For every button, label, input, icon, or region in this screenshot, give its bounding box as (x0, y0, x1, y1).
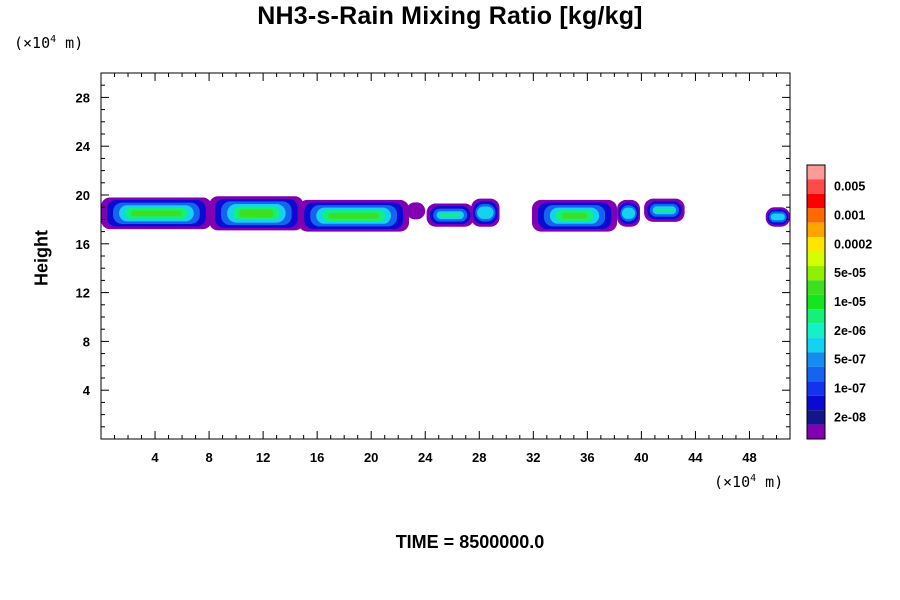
x-tick-label: 32 (526, 450, 540, 465)
colorbar-swatch (807, 395, 825, 411)
x-tick-label: 48 (742, 450, 756, 465)
field-region (531, 199, 618, 232)
colorbar-swatch (807, 424, 825, 439)
colorbar-swatch (807, 222, 825, 238)
colorbar-swatch (807, 338, 825, 353)
colorbar-label: 1e-07 (834, 382, 866, 396)
field-region (617, 199, 641, 227)
colorbar-swatch (807, 251, 825, 266)
time-label: TIME = 8500000.0 (395, 532, 545, 552)
x-tick-label: 44 (688, 450, 703, 465)
colorbar-swatch (807, 280, 825, 295)
x-tick-label: 8 (205, 450, 212, 465)
field-contour-level (439, 213, 461, 217)
field-region (298, 199, 410, 232)
x-tick-label: 36 (580, 450, 594, 465)
colorbar-frame (806, 164, 826, 440)
y-tick-label: 24 (76, 139, 91, 154)
x-tick-label: 4 (151, 450, 159, 465)
colorbar-label: 5e-05 (834, 266, 866, 280)
colorbar-swatch (807, 237, 825, 252)
field-region (765, 207, 790, 227)
colorbar-label: 2e-06 (834, 324, 866, 338)
colorbar-label: 0.0002 (834, 237, 872, 251)
x-tick-label: 20 (364, 450, 378, 465)
colorbar-swatch (807, 294, 825, 310)
field-region (406, 202, 426, 220)
field-region (101, 197, 212, 230)
colorbar-swatch (807, 265, 825, 281)
colorbar-swatch (807, 352, 825, 367)
colorbar-label: 0.005 (834, 180, 865, 194)
colorbar-swatch (807, 381, 825, 396)
colorbar-label: 1e-05 (834, 295, 866, 309)
field-region (471, 198, 500, 227)
field-contour-level (655, 208, 674, 212)
colorbar-swatch (807, 410, 825, 425)
field-region (209, 196, 304, 231)
y-tick-label: 12 (76, 286, 90, 301)
field-contour-level (621, 207, 636, 219)
x-tick-label: 28 (472, 450, 486, 465)
colorbar-swatch (807, 179, 825, 194)
field-contour-level (406, 202, 426, 220)
field-contour-level (770, 213, 785, 221)
x-tick-label: 40 (634, 450, 648, 465)
y-tick-label: 8 (83, 334, 90, 349)
colorbar-label: 0.001 (834, 208, 865, 222)
y-tick-label: 20 (76, 188, 90, 203)
plot-frame (100, 72, 791, 440)
field-contour-level (328, 212, 380, 219)
y-tick-label: 4 (83, 383, 91, 398)
colorbar-swatch (807, 193, 825, 209)
colorbar-swatch (807, 208, 825, 223)
colorbar-swatch (807, 366, 825, 382)
colorbar-swatch (807, 323, 825, 339)
y-tick-label: 28 (76, 90, 90, 105)
y-tick-label: 16 (76, 237, 90, 252)
field-contour-level (477, 206, 494, 219)
x-tick-label: 12 (256, 450, 270, 465)
y-axis-unit: (×104 m) (14, 34, 84, 52)
x-tick-label: 24 (418, 450, 433, 465)
colorbar-label: 5e-07 (834, 353, 866, 367)
field-region (426, 203, 474, 227)
field-region (644, 198, 685, 222)
field-contour-level (131, 210, 182, 217)
x-tick-label: 16 (310, 450, 324, 465)
colorbar-label: 2e-08 (834, 410, 866, 424)
field-contour-level (239, 209, 274, 218)
colorbar-swatch (807, 165, 825, 180)
colorbar-swatch (807, 309, 825, 324)
x-axis-unit: (×104 m) (714, 473, 784, 491)
chart-title: NH3-s-Rain Mixing Ratio [kg/kg] (257, 2, 643, 30)
field-contour-level (561, 212, 588, 219)
